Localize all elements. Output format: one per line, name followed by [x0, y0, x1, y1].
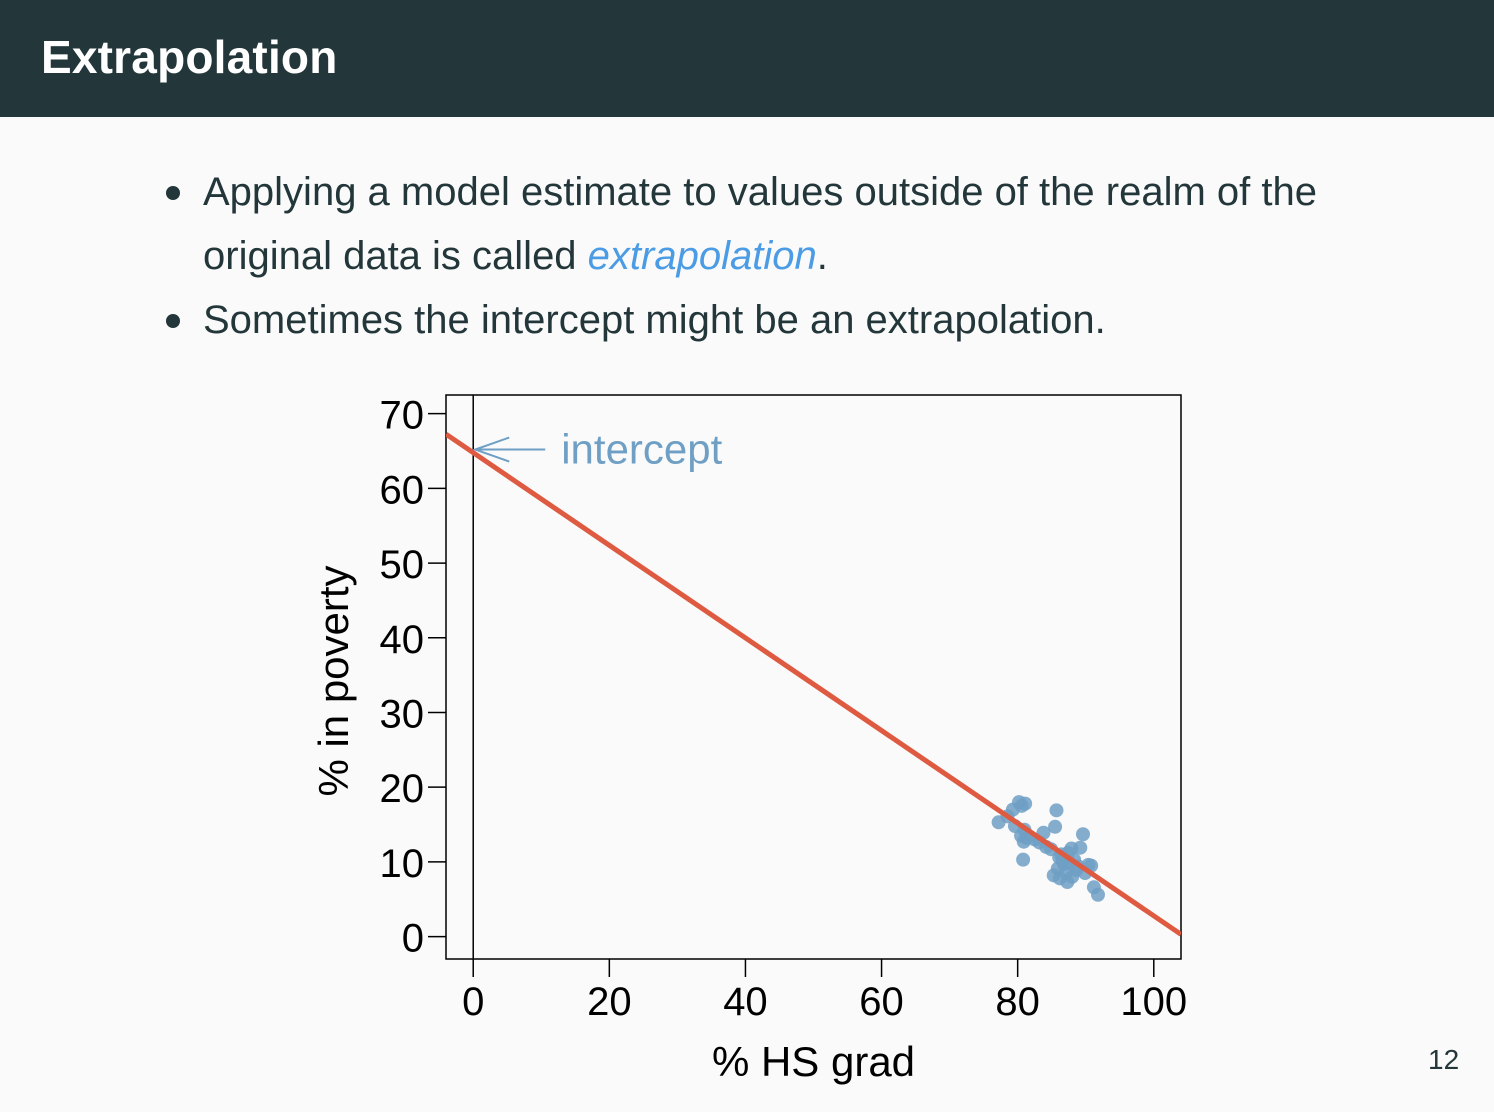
y-tick-label: 50: [380, 543, 425, 587]
bullet-highlight: extrapolation: [587, 234, 817, 278]
chart-svg: 0 10 20 30 40 50 60 70 0 20 40 60 80 100 % HS grad % in…: [310, 394, 1187, 1085]
data-point: [1049, 803, 1064, 818]
slide-header: Extrapolation: [0, 0, 1494, 117]
slide-title: Extrapolation: [41, 31, 338, 83]
bullet-item: Sometimes the intercept might be an extr…: [160, 288, 1360, 352]
intercept-arrow-head-icon: [472, 436, 510, 463]
x-tick-label: 80: [995, 980, 1040, 1024]
x-tick-label: 20: [587, 980, 632, 1024]
scatter-chart: 0 10 20 30 40 50 60 70 0 20 40 60 80 100 % HS grad % in…: [300, 380, 1220, 1105]
data-point: [1073, 840, 1088, 855]
data-point: [1048, 819, 1063, 834]
data-point: [1018, 796, 1033, 811]
bullet-item: Applying a model estimate to values outs…: [160, 160, 1360, 288]
y-tick-label: 40: [380, 618, 425, 662]
x-tick-label: 60: [859, 980, 904, 1024]
x-tick-label: 40: [723, 980, 768, 1024]
data-point: [1090, 887, 1105, 902]
bullet-text-end: .: [816, 234, 828, 278]
bullet-list: Applying a model estimate to values outs…: [160, 160, 1360, 352]
plot-frame: [445, 394, 1182, 960]
bullet-text: Sometimes the intercept might be an extr…: [203, 298, 1106, 342]
data-point: [1016, 852, 1031, 867]
y-tick-label: 20: [380, 767, 425, 811]
points-group: [991, 795, 1105, 902]
bullet-dot-icon: [166, 186, 180, 200]
intercept-label: intercept: [561, 426, 722, 473]
data-point: [1065, 869, 1080, 884]
y-tick-label: 60: [380, 468, 425, 512]
data-point: [1076, 827, 1090, 842]
page-number: 12: [1428, 1044, 1460, 1075]
x-axis-label: % HS grad: [712, 1038, 915, 1085]
regression-line: [446, 432, 1181, 937]
bullet-text: Applying a model estimate to values outs…: [203, 170, 1317, 278]
y-tick-label: 0: [402, 917, 424, 961]
y-tick-label: 70: [380, 394, 425, 438]
x-tick-label: 100: [1120, 980, 1187, 1024]
y-tick-label: 30: [380, 692, 425, 736]
y-tick-label: 10: [380, 842, 425, 886]
x-tick-label: 0: [462, 980, 484, 1024]
y-axis-label: % in poverty: [310, 565, 357, 796]
bullet-dot-icon: [166, 314, 180, 328]
